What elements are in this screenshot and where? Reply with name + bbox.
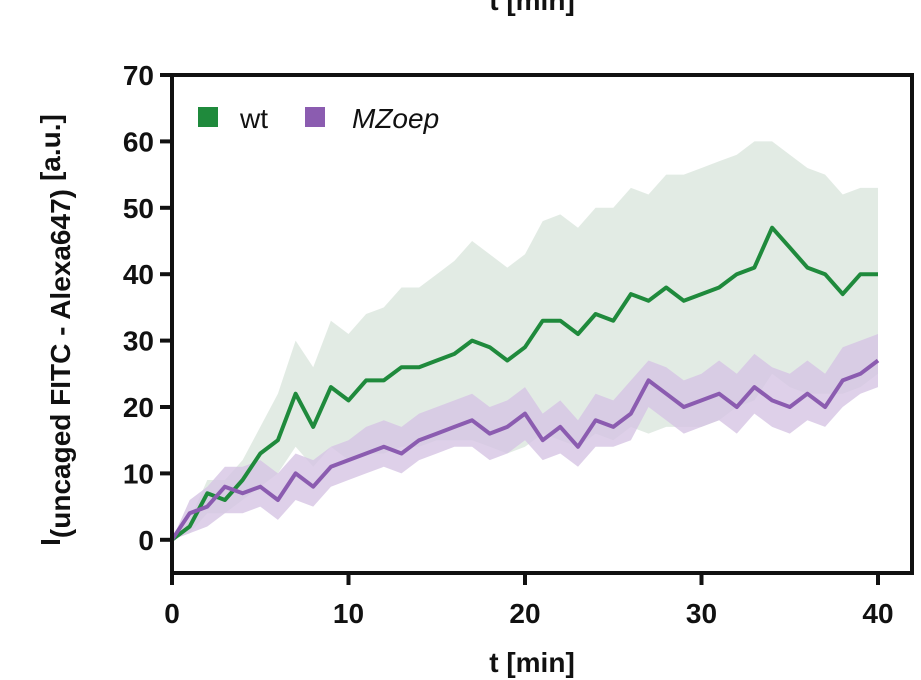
axes: 0 10 20 30 40 50 60 70 0 10 20 30 40 (123, 60, 914, 629)
svg-text:I(uncaged FITC - Alexa647)[a.u: I(uncaged FITC - Alexa647) [a.u.] (35, 114, 76, 546)
legend-label-mzoep: MZoep (352, 103, 439, 134)
confidence-band-wt (172, 141, 878, 540)
y-axis-title-units: [a.u.] (35, 114, 66, 181)
y-axis-title-sub: (uncaged FITC - Alexa647) (45, 189, 76, 538)
series-line-mzoep (170, 358, 880, 541)
x-tick-label: 0 (164, 598, 180, 629)
y-tick-label: 40 (123, 259, 154, 290)
y-tick-label: 0 (138, 525, 154, 556)
top-cut-axis-label: t [min] (489, 0, 575, 16)
legend: wt MZoep (198, 103, 439, 134)
x-tick-label: 10 (333, 598, 364, 629)
plot-area (170, 141, 880, 542)
y-tick-label: 70 (123, 60, 154, 91)
x-axis-title: t [min] (489, 647, 575, 678)
y-tick-label: 30 (123, 326, 154, 357)
y-axis-title-main: I (35, 538, 66, 546)
x-tick-label: 20 (509, 598, 540, 629)
y-tick-label: 50 (123, 193, 154, 224)
legend-label-wt: wt (239, 103, 268, 134)
x-tick-label: 30 (686, 598, 717, 629)
series-line-wt (170, 225, 878, 542)
y-tick-label: 10 (123, 458, 154, 489)
y-axis-title: I(uncaged FITC - Alexa647) [a.u.] (35, 114, 76, 546)
x-tick-label: 40 (862, 598, 893, 629)
y-tick-label: 20 (123, 392, 154, 423)
confidence-band-mzoep (172, 334, 878, 540)
y-tick-label: 60 (123, 126, 154, 157)
legend-swatch-wt (198, 107, 218, 127)
legend-swatch-mzoep (305, 107, 325, 127)
